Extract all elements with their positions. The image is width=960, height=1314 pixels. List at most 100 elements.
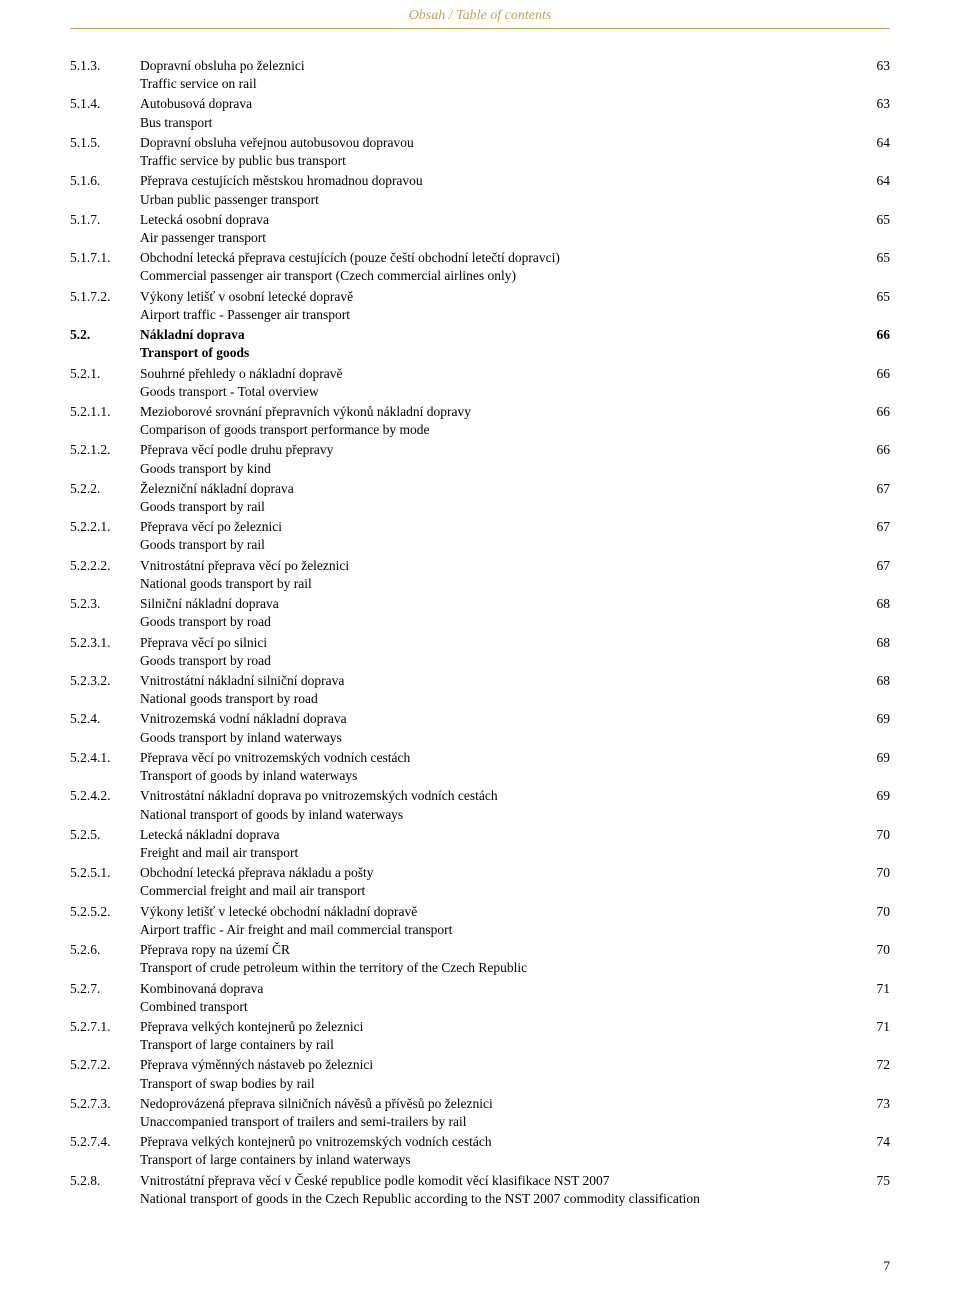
toc-entry-number: 5.2.2.2. [70,557,140,575]
toc-entry-body: Vnitrostátní přeprava věcí po železniciN… [140,557,850,593]
toc-entry: 5.2.7.2.Přeprava výměnných nástaveb po ž… [70,1056,890,1092]
toc-entry-page: 74 [850,1133,890,1151]
toc-entry-page: 68 [850,672,890,690]
toc-entry-number: 5.2.2.1. [70,518,140,536]
toc-entry-body: Silniční nákladní dopravaGoods transport… [140,595,850,631]
toc-entry-title-en: Transport of crude petroleum within the … [140,959,830,977]
toc-entry-title-en: National transport of goods in the Czech… [140,1190,830,1208]
toc-entry-title-cz: Přeprava věcí po silnici [140,634,830,652]
toc-entry-title-en: National goods transport by road [140,690,830,708]
toc-entry-body: Přeprava velkých kontejnerů po železnici… [140,1018,850,1054]
toc-entry-body: Železniční nákladní dopravaGoods transpo… [140,480,850,516]
toc-entry: 5.2.1.Souhrné přehledy o nákladní doprav… [70,365,890,401]
toc-entry-title-cz: Nákladní doprava [140,326,830,344]
toc-entry-title-en: Urban public passenger transport [140,191,830,209]
toc-entry-body: Souhrné přehledy o nákladní dopravěGoods… [140,365,850,401]
toc-entry-number: 5.2. [70,326,140,344]
toc-entry-title-cz: Souhrné přehledy o nákladní dopravě [140,365,830,383]
page-header: Obsah / Table of contents [70,0,890,29]
page-number: 7 [70,1208,890,1274]
toc-entry-title-en: Goods transport - Total overview [140,383,830,401]
toc-entry-title-en: Freight and mail air transport [140,844,830,862]
toc-entry-title-cz: Dopravní obsluha veřejnou autobusovou do… [140,134,830,152]
toc-entry-body: Vnitrostátní přeprava věcí v České repub… [140,1172,850,1208]
toc-entry-page: 70 [850,903,890,921]
toc-entry-title-en: Goods transport by rail [140,498,830,516]
toc-entry-number: 5.2.3.1. [70,634,140,652]
toc-entry: 5.2.4.Vnitrozemská vodní nákladní doprav… [70,710,890,746]
toc-entry: 5.2.7.1.Přeprava velkých kontejnerů po ž… [70,1018,890,1054]
toc-entry-number: 5.1.7.2. [70,288,140,306]
toc-entry-body: Autobusová dopravaBus transport [140,95,850,131]
toc-entry-title-cz: Mezioborové srovnání přepravních výkonů … [140,403,830,421]
toc-entry: 5.2.5.2.Výkony letišť v letecké obchodní… [70,903,890,939]
toc-entry: 5.2.4.2.Vnitrostátní nákladní doprava po… [70,787,890,823]
toc-entry-title-cz: Přeprava výměnných nástaveb po železnici [140,1056,830,1074]
toc-entry-page: 67 [850,557,890,575]
page-container: Obsah / Table of contents 5.1.3.Dopravní… [0,0,960,1314]
toc-entry-number: 5.2.5.1. [70,864,140,882]
toc-entry-body: Přeprava věcí podle druhu přepravyGoods … [140,441,850,477]
toc-entry-body: Vnitrostátní nákladní silniční dopravaNa… [140,672,850,708]
toc-entry: 5.2.1.1.Mezioborové srovnání přepravních… [70,403,890,439]
toc-entry-number: 5.2.7.2. [70,1056,140,1074]
toc-entry-number: 5.2.1.1. [70,403,140,421]
toc-entry-page: 75 [850,1172,890,1190]
toc-entry: 5.2.Nákladní dopravaTransport of goods66 [70,326,890,362]
toc-entry-title-en: Comparison of goods transport performanc… [140,421,830,439]
toc-entry-number: 5.2.4.2. [70,787,140,805]
toc-entry-title-cz: Silniční nákladní doprava [140,595,830,613]
toc-entry-body: Přeprava věcí po železniciGoods transpor… [140,518,850,554]
toc-entry: 5.1.7.1.Obchodní letecká přeprava cestuj… [70,249,890,285]
toc-entry-number: 5.2.3.2. [70,672,140,690]
toc-entry: 5.2.2.1.Přeprava věcí po železniciGoods … [70,518,890,554]
toc-entry-body: Kombinovaná dopravaCombined transport [140,980,850,1016]
toc-entry: 5.1.6.Přeprava cestujících městskou hrom… [70,172,890,208]
toc-entry-number: 5.2.6. [70,941,140,959]
toc-entry: 5.2.8.Vnitrostátní přeprava věcí v České… [70,1172,890,1208]
toc-entry-page: 67 [850,518,890,536]
toc-entry-number: 5.2.8. [70,1172,140,1190]
toc-entry-title-en: Air passenger transport [140,229,830,247]
toc-entry-body: Výkony letišť v osobní letecké dopravěAi… [140,288,850,324]
toc-entry-title-en: Goods transport by road [140,652,830,670]
toc-entry: 5.2.2.Železniční nákladní dopravaGoods t… [70,480,890,516]
toc-entry-title-en: Airport traffic - Passenger air transpor… [140,306,830,324]
toc-entry-title-cz: Autobusová doprava [140,95,830,113]
toc-entry-title-cz: Výkony letišť v letecké obchodní nákladn… [140,903,830,921]
toc-entry-number: 5.2.4. [70,710,140,728]
toc-entry-body: Obchodní letecká přeprava nákladu a pošt… [140,864,850,900]
toc-entry-title-en: Goods transport by inland waterways [140,729,830,747]
toc-entry-body: Nedoprovázená přeprava silničních návěsů… [140,1095,850,1131]
toc-entry: 5.2.1.2.Přeprava věcí podle druhu přepra… [70,441,890,477]
toc-entry-body: Letecká nákladní dopravaFreight and mail… [140,826,850,862]
toc-entry-page: 72 [850,1056,890,1074]
toc-entry-title-cz: Dopravní obsluha po železnici [140,57,830,75]
toc-entry-title-cz: Vnitrozemská vodní nákladní doprava [140,710,830,728]
toc-entry-page: 69 [850,787,890,805]
toc-entry-number: 5.1.7.1. [70,249,140,267]
toc-entry-page: 68 [850,595,890,613]
toc-entry-page: 66 [850,365,890,383]
toc-entry-body: Přeprava výměnných nástaveb po železnici… [140,1056,850,1092]
toc-entry-body: Přeprava věcí po silniciGoods transport … [140,634,850,670]
toc-entry-page: 69 [850,710,890,728]
toc-entry: 5.1.7.Letecká osobní dopravaAir passenge… [70,211,890,247]
toc-entry-body: Dopravní obsluha veřejnou autobusovou do… [140,134,850,170]
toc-entry-title-cz: Letecká nákladní doprava [140,826,830,844]
toc-entry-page: 66 [850,403,890,421]
toc-entry-page: 70 [850,864,890,882]
toc-entry: 5.2.2.2.Vnitrostátní přeprava věcí po že… [70,557,890,593]
toc-entry-title-cz: Přeprava ropy na území ČR [140,941,830,959]
toc-entry-page: 66 [850,441,890,459]
toc-entry: 5.1.3.Dopravní obsluha po železniciTraff… [70,57,890,93]
toc-entry-page: 70 [850,826,890,844]
toc-entry-body: Přeprava ropy na území ČRTransport of cr… [140,941,850,977]
toc-entry-page: 65 [850,249,890,267]
toc-entry-title-en: Goods transport by road [140,613,830,631]
toc-entry-body: Výkony letišť v letecké obchodní nákladn… [140,903,850,939]
toc-entry-title-en: National goods transport by rail [140,575,830,593]
toc-entry-page: 63 [850,57,890,75]
toc-entry-number: 5.1.6. [70,172,140,190]
toc-entry-page: 71 [850,980,890,998]
